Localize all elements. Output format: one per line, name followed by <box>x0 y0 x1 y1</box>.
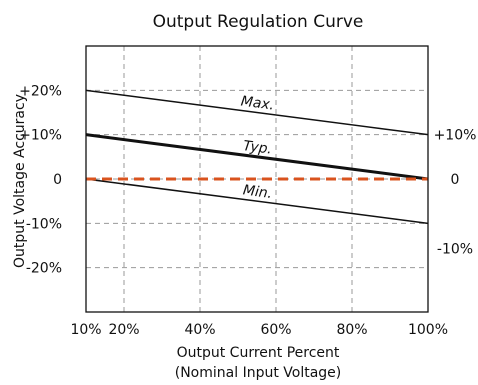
y-axis-title: Output Voltage Accuracy <box>12 94 28 268</box>
x-axis-title: Output Current Percent <box>177 345 340 361</box>
min-line <box>85 178 429 225</box>
series-labels: Max. Typ. Min. <box>240 93 275 202</box>
series-label-min: Min. <box>242 182 273 202</box>
typ-line <box>85 133 429 181</box>
x-tick-label: 60% <box>260 322 291 338</box>
x-tick-label: 10% <box>70 322 101 338</box>
x-tick-label: 100% <box>408 322 448 338</box>
y-tick-label-left: +10% <box>19 128 62 144</box>
x-tick-label: 80% <box>336 322 367 338</box>
y-tick-label-right: 0 <box>451 172 460 188</box>
y-tick-label-left: -10% <box>26 216 62 232</box>
tick-labels: 10% 20% 40% 60% 80% 100% +20% +10% 0 -10% -20% +10%… <box>19 83 476 338</box>
y-tick-label-right: +10% <box>434 128 477 144</box>
series-lines <box>85 89 429 225</box>
y-tick-label-left: +20% <box>19 83 62 99</box>
x-tick-label: 20% <box>108 322 139 338</box>
max-line <box>85 89 429 136</box>
y-tick-label-left: -20% <box>26 261 62 277</box>
series-label-typ: Typ. <box>242 138 273 158</box>
plot-frame <box>85 45 429 313</box>
series-label-max: Max. <box>240 93 275 113</box>
y-tick-label-right: -10% <box>437 241 473 257</box>
y-tick-label-left: 0 <box>53 172 62 188</box>
x-tick-label: 40% <box>184 322 215 338</box>
chart-title: Output Regulation Curve <box>153 12 364 32</box>
x-axis-subtitle: (Nominal Input Voltage) <box>175 365 342 381</box>
